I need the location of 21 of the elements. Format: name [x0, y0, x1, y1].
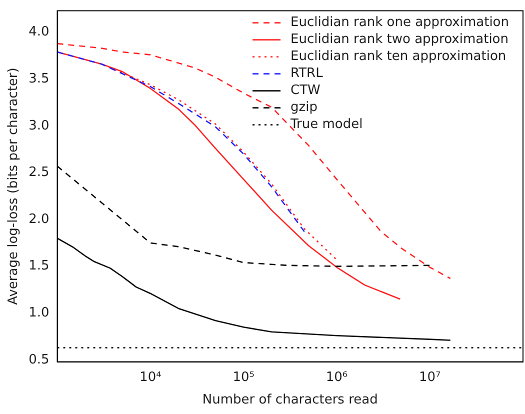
y-tick-label: 4.0 — [28, 24, 50, 40]
y-axis-title: Average log-loss (bits per character) — [6, 68, 22, 305]
legend-label: CTW — [290, 83, 321, 98]
legend-label: Euclidian rank one approximation — [290, 15, 510, 30]
x-tick-label: 10⁷ — [418, 370, 441, 385]
x-tick-label: 10⁶ — [326, 370, 348, 385]
y-tick-label: 1.5 — [28, 258, 50, 274]
y-tick-label: 2.5 — [28, 165, 50, 180]
y-tick-label: 3.5 — [28, 72, 50, 87]
x-axis-title: Number of characters read — [202, 392, 378, 408]
legend-label: Euclidian rank two approximation — [290, 32, 509, 48]
legend-label: gzip — [290, 100, 318, 116]
y-tick-label: 0.5 — [28, 352, 50, 368]
x-tick-label: 10⁴ — [140, 370, 162, 385]
legend-label: True model — [290, 117, 363, 132]
x-tick-label: 10⁵ — [232, 370, 254, 385]
y-tick-label: 1.0 — [28, 306, 50, 321]
legend-label: Euclidian rank ten approximation — [290, 49, 506, 64]
legend-label: RTRL — [290, 66, 324, 82]
y-tick-label: 2.0 — [28, 212, 50, 227]
y-tick-label: 3.0 — [28, 118, 50, 134]
